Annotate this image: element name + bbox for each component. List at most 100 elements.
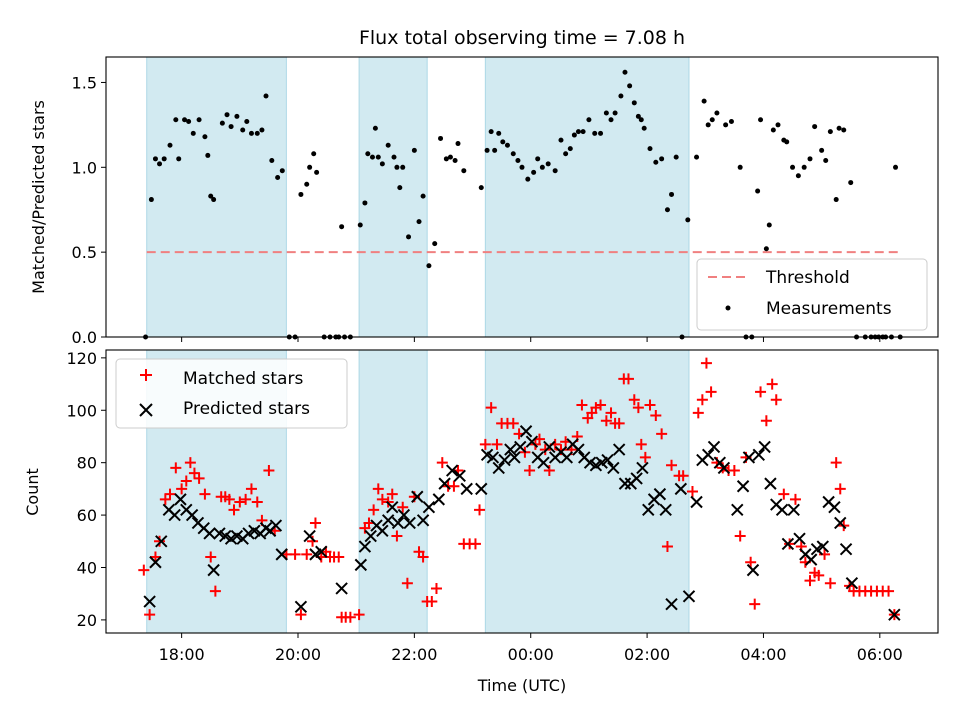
matched-star-marker bbox=[263, 465, 275, 477]
matched-star-marker bbox=[605, 407, 617, 419]
matched-star-marker bbox=[154, 535, 166, 547]
measurement-point bbox=[893, 164, 899, 170]
measurement-point bbox=[685, 217, 691, 223]
measurement-point bbox=[571, 132, 577, 138]
predicted-star-marker bbox=[411, 490, 424, 503]
top-y-axis-label: Matched/Predicted stars bbox=[29, 100, 48, 294]
measurement-point bbox=[563, 151, 569, 157]
measurement-point bbox=[263, 93, 269, 99]
measurement-point bbox=[432, 241, 438, 247]
measurement-point bbox=[369, 154, 375, 160]
predicted-star-marker bbox=[690, 495, 703, 509]
bottom-x-tick-label: 20:00 bbox=[275, 645, 321, 664]
bottom-x-tick-label: 02:00 bbox=[624, 645, 670, 664]
predicted-star-marker bbox=[746, 563, 760, 577]
predicted-star-marker bbox=[386, 501, 399, 514]
predicted-star-marker bbox=[403, 516, 416, 530]
predicted-star-marker bbox=[845, 577, 859, 590]
measurement-point bbox=[372, 125, 378, 131]
matched-star-marker bbox=[819, 548, 831, 560]
matched-star-marker bbox=[639, 451, 651, 463]
predicted-star-marker bbox=[816, 540, 830, 553]
measurement-point bbox=[819, 147, 825, 153]
predicted-star-marker bbox=[572, 443, 585, 456]
predicted-star-marker bbox=[168, 508, 181, 522]
matched-star-marker bbox=[417, 551, 429, 563]
matched-star-marker bbox=[176, 483, 188, 495]
measurement-point bbox=[447, 154, 453, 160]
legend-matched-swatch bbox=[140, 369, 152, 381]
predicted-star-marker bbox=[294, 600, 308, 614]
measurement-point bbox=[478, 185, 484, 191]
predicted-star-marker bbox=[775, 503, 789, 517]
shaded-span-3 bbox=[484, 349, 690, 634]
matched-star-marker bbox=[485, 402, 497, 414]
bottom-y-tick-label: 120 bbox=[66, 349, 97, 368]
bottom-x-axis-label: Time (UTC) bbox=[477, 676, 566, 695]
matched-star-marker bbox=[295, 609, 307, 621]
predicted-star-marker bbox=[315, 545, 328, 558]
legend-predicted-label: Predicted stars bbox=[183, 399, 310, 419]
top-measurement-points bbox=[143, 69, 903, 340]
matched-star-marker bbox=[766, 378, 778, 390]
matched-star-marker bbox=[184, 457, 196, 469]
measurement-point bbox=[426, 263, 432, 269]
measurement-point bbox=[279, 168, 285, 174]
predicted-star-marker bbox=[354, 558, 368, 572]
matched-star-marker bbox=[507, 417, 519, 429]
measurement-point bbox=[208, 193, 214, 199]
measurement-point bbox=[379, 161, 385, 167]
measurement-point bbox=[841, 127, 847, 133]
measurement-point bbox=[254, 130, 260, 136]
predicted-star-marker bbox=[460, 482, 473, 496]
measurement-point bbox=[833, 197, 839, 203]
measurement-point bbox=[365, 151, 371, 157]
matched-star-marker bbox=[696, 394, 708, 406]
predicted-star-marker bbox=[525, 435, 539, 448]
measurement-point bbox=[240, 127, 246, 133]
predicted-star-marker bbox=[781, 537, 795, 551]
matched-star-marker bbox=[600, 415, 612, 427]
predicted-star-marker bbox=[445, 464, 459, 477]
predicted-star-marker bbox=[752, 448, 766, 462]
measurement-point bbox=[705, 122, 711, 128]
measurement-point bbox=[567, 146, 573, 152]
matched-star-marker bbox=[353, 609, 365, 621]
matched-star-marker bbox=[376, 493, 388, 505]
top-legend: Threshold Measurements bbox=[696, 258, 928, 331]
matched-star-marker bbox=[289, 548, 301, 560]
measurement-point bbox=[558, 137, 564, 143]
matched-star-marker bbox=[333, 551, 345, 563]
measurement-point bbox=[612, 110, 618, 116]
matched-star-marker bbox=[830, 457, 842, 469]
measurement-point bbox=[298, 191, 304, 197]
measurement-point bbox=[443, 156, 449, 162]
measurement-point bbox=[228, 124, 234, 130]
measurement-point bbox=[484, 147, 490, 153]
predicted-stars-points bbox=[143, 425, 901, 621]
matched-stars-points bbox=[138, 357, 900, 623]
matched-star-marker bbox=[309, 517, 321, 529]
matched-star-marker bbox=[368, 504, 380, 516]
predicted-star-marker bbox=[834, 516, 847, 530]
measurement-point bbox=[176, 156, 182, 162]
measurement-point bbox=[152, 156, 158, 162]
matched-star-marker bbox=[595, 399, 607, 411]
matched-star-marker bbox=[524, 465, 536, 477]
measurement-point bbox=[394, 164, 400, 170]
matched-star-marker bbox=[543, 465, 555, 477]
matched-star-marker bbox=[436, 457, 448, 469]
predicted-star-marker bbox=[335, 582, 348, 595]
predicted-star-marker bbox=[543, 440, 556, 454]
measurement-point bbox=[827, 129, 833, 135]
matched-star-marker bbox=[749, 598, 761, 610]
bottom-x-tick-label: 04:00 bbox=[740, 645, 786, 664]
matched-star-marker bbox=[149, 551, 161, 563]
matched-star-marker bbox=[164, 488, 176, 500]
bottom-y-tick-label: 20 bbox=[77, 611, 97, 630]
matched-star-marker bbox=[448, 480, 460, 492]
measurement-point bbox=[552, 168, 558, 174]
measurement-point bbox=[211, 197, 217, 203]
measurement-point bbox=[488, 129, 494, 135]
matched-star-marker bbox=[144, 609, 156, 621]
